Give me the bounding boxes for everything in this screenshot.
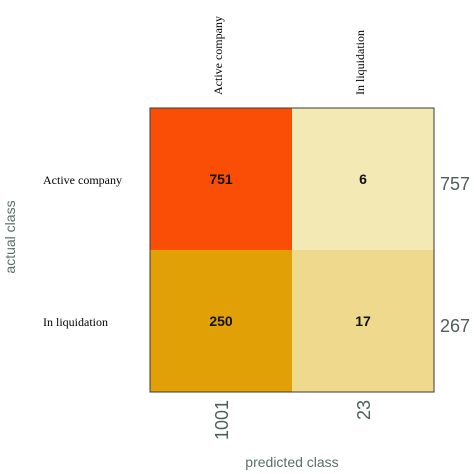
matrix-frame [149, 107, 435, 393]
cell-value-in-liquidation-in-liquidation: 17 [355, 313, 371, 329]
column-total-in-liquidation: 23 [354, 400, 374, 420]
row-total-in-liquidation: 267 [440, 316, 470, 336]
cell-value-in-liquidation-active-company: 250 [209, 313, 233, 329]
cell-active-company-active-company [150, 108, 292, 250]
cell-in-liquidation-in-liquidation [292, 250, 434, 392]
row-total-active-company: 757 [440, 174, 470, 194]
column-total-active-company: 1001 [212, 400, 232, 440]
row-label-in-liquidation: In liquidation [43, 315, 108, 329]
heatmap-cells: 751 6 250 17 [150, 108, 434, 392]
cell-active-company-in-liquidation [292, 108, 434, 250]
column-label-in-liquidation: In liquidation [353, 30, 367, 95]
cell-in-liquidation-active-company [150, 250, 292, 392]
x-axis-label: predicted class [245, 454, 338, 470]
cell-value-active-company-active-company: 751 [209, 171, 233, 187]
y-axis-label: actual class [2, 200, 18, 273]
row-label-active-company: Active company [43, 173, 122, 187]
column-label-active-company: Active company [211, 16, 225, 95]
cell-value-active-company-in-liquidation: 6 [359, 171, 367, 187]
